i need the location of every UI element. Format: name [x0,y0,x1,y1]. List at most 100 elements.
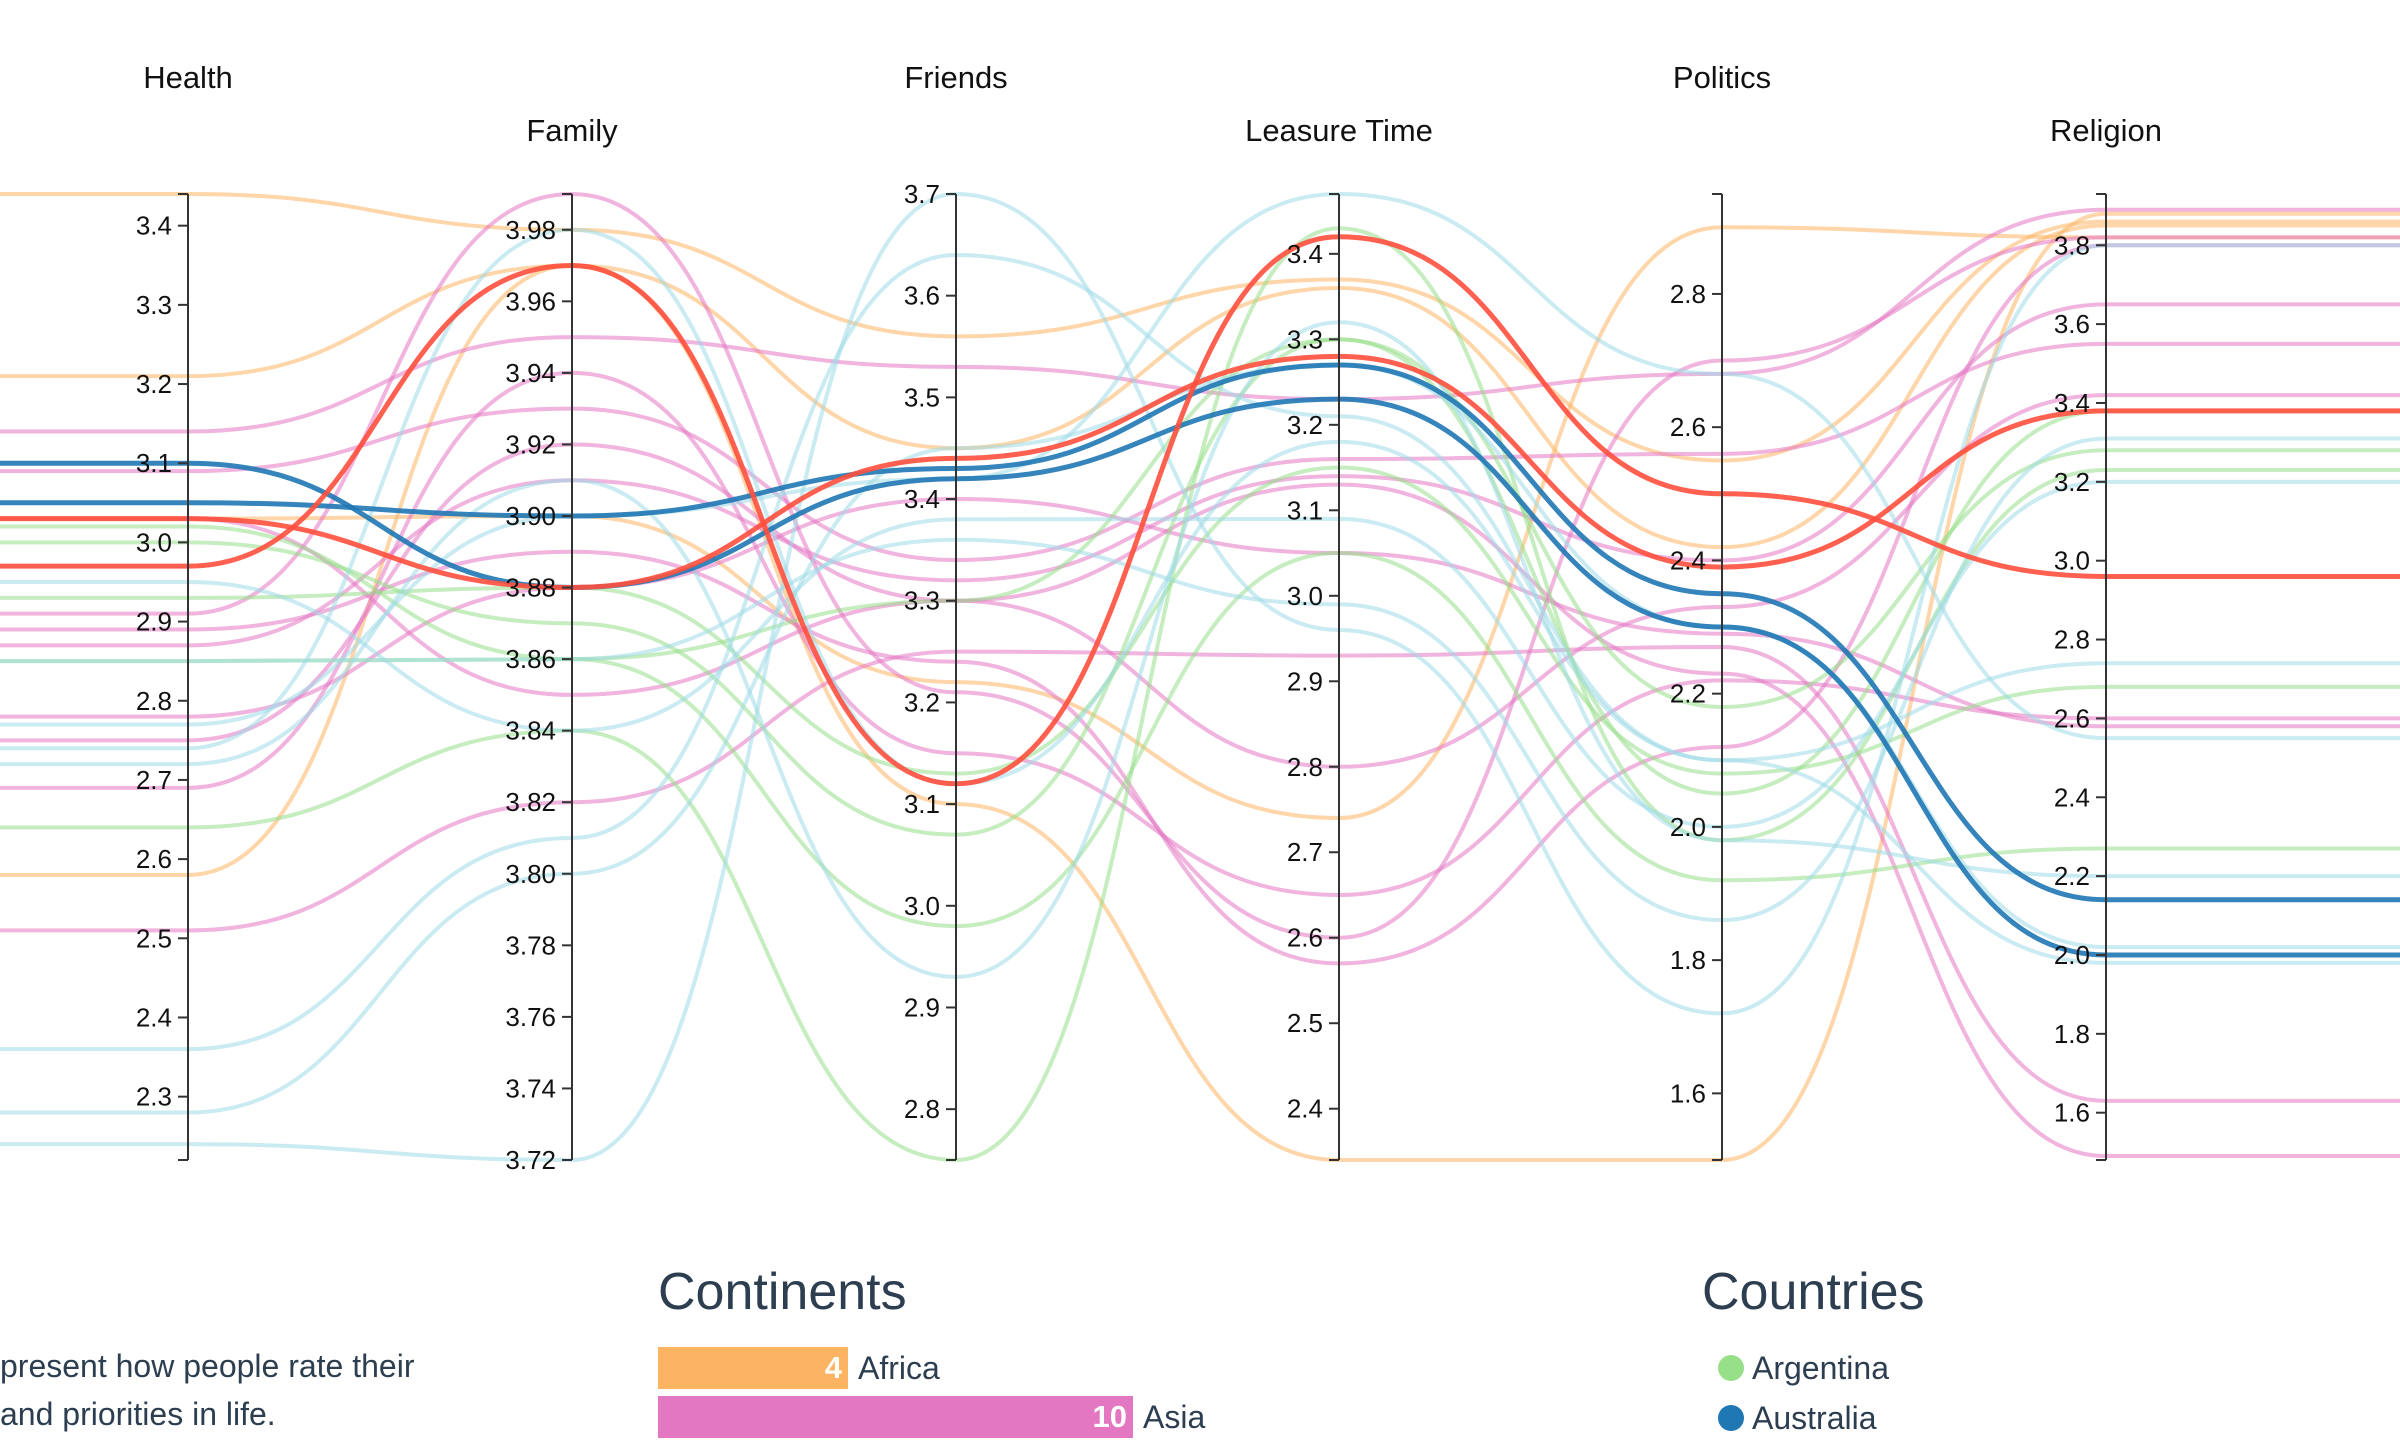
tick-label: 2.8 [1287,752,1323,782]
tick-label: 3.1 [1287,495,1323,525]
tick-label: 3.6 [904,281,940,311]
polyline-europe-20[interactable] [0,253,2400,1052]
country-label: Argentina [1752,1349,1889,1386]
polyline-europe-25[interactable] [0,362,2400,1115]
tick-label: 2.9 [1287,666,1323,696]
tick-label: 1.8 [2054,1019,2090,1049]
tick-label: 2.6 [136,844,172,874]
continent-label: Africa [858,1349,940,1386]
tick-label: 3.88 [505,573,556,603]
tick-label: 3.3 [904,586,940,616]
tick-label: 2.7 [1287,837,1323,867]
polyline-africa-1[interactable] [0,223,2400,550]
axis-religion[interactable]: 1.6 1.8 2.0 2.2 2.4 2.6 2.8 3.0 3.2 3.4 3.6 3.8 Reli… [2050,113,2162,1161]
continent-count: 4 [824,1350,842,1385]
tick-label: 3.72 [505,1145,556,1175]
countries-title: Countries [1702,1263,1925,1321]
polyline-argentina-17[interactable] [0,337,2400,709]
polyline-asia-4[interactable] [0,207,2400,434]
axis-title[interactable]: Friends [904,60,1007,95]
tick-label: 3.86 [505,644,556,674]
tick-label: 2.3 [136,1082,172,1112]
tick-label: 3.92 [505,429,556,459]
continent-row-asia[interactable]: 10 Asia [658,1396,1205,1438]
tick-label: 2.6 [1287,923,1323,953]
tick-label: 2.5 [136,923,172,953]
tick-label: 3.96 [505,286,556,316]
polyline-asia-11[interactable] [0,243,2400,966]
axis-title[interactable]: Health [143,60,233,95]
polyline-highlight-30[interactable] [0,353,2400,591]
tick-label: 3.0 [136,527,172,557]
polyline-europe-19[interactable] [0,191,2400,741]
polyline-asia-7[interactable] [0,393,2400,769]
axis-title[interactable]: Religion [2050,113,2162,148]
axis-friends[interactable]: 2.8 2.9 3.0 3.1 3.2 3.3 3.4 3.5 3.6 3.7 Friends [904,60,1008,1161]
tick-label: 3.2 [1287,410,1323,440]
tick-label: 3.94 [505,358,556,388]
polyline-asia-12[interactable] [0,482,2400,1159]
tick-label: 3.0 [904,891,940,921]
tick-label: 3.0 [2054,546,2090,576]
axis-title[interactable]: Leasure Time [1245,113,1433,148]
polyline-australia-27[interactable] [0,362,2400,903]
description-line-1: present how people rate their [0,1348,415,1384]
tick-label: 3.4 [136,211,172,241]
continents-title: Continents [658,1263,907,1321]
tick-label: 3.4 [2054,388,2090,418]
axis-leasure-time[interactable]: 2.4 2.5 2.6 2.7 2.8 2.9 3.0 3.1 3.2 3.3 3.4 Leasure… [1245,113,1433,1161]
tick-label: 2.0 [2054,940,2090,970]
tick-label: 3.98 [505,215,556,245]
parallel-coordinates-chart: 2.3 2.4 2.5 2.6 2.7 2.8 2.9 3.0 3.1 3.2 3.3 3.4 Heal… [0,60,2400,1175]
polyline-africa-3[interactable] [0,211,2400,1163]
axis-family[interactable]: 3.72 3.74 3.76 3.78 3.80 3.82 3.84 3.86 3.88 3.90… [505,113,618,1175]
description-line-2: and priorities in life. [0,1396,276,1432]
tick-label: 3.1 [136,448,172,478]
tick-label: 2.8 [2054,625,2090,655]
country-label: Australia [1752,1399,1877,1436]
tick-label: 3.90 [505,501,556,531]
tick-label: 3.2 [136,369,172,399]
tick-label: 3.82 [505,787,556,817]
axis-politics[interactable]: 1.6 1.8 2.0 2.2 2.4 2.6 2.8 Politics [1670,60,1771,1161]
tick-label: 2.8 [1670,279,1706,309]
tick-label: 3.76 [505,1002,556,1032]
continent-bar[interactable]: 4 [658,1347,848,1389]
tick-label: 2.9 [136,607,172,637]
polyline-asia-6[interactable] [0,191,2400,940]
tick-label: 3.4 [1287,239,1323,269]
tick-label: 2.2 [1670,679,1706,709]
polyline-argentina-18[interactable] [0,551,2400,929]
tick-label: 2.8 [136,686,172,716]
polyline-europe-26[interactable] [0,479,2400,829]
tick-label: 1.8 [1670,945,1706,975]
axis-title[interactable]: Politics [1673,60,1771,95]
country-item-australia[interactable]: Australia [1718,1396,1877,1440]
tick-label: 3.4 [904,484,940,514]
tick-label: 1.6 [1670,1078,1706,1108]
tick-label: 2.6 [1670,412,1706,442]
axis-health[interactable]: 2.3 2.4 2.5 2.6 2.7 2.8 2.9 3.0 3.1 3.2 3.3 3.4 Heal… [136,60,233,1161]
polyline-australia-28[interactable] [0,396,2400,958]
polyline-asia-9[interactable] [0,645,2400,1103]
polylines-layer [0,191,2400,1163]
polyline-europe-22[interactable] [0,320,2400,979]
tick-label: 2.6 [2054,703,2090,733]
tick-label: 2.9 [904,992,940,1022]
tick-label: 3.6 [2054,309,2090,339]
tick-label: 2.4 [1670,545,1706,575]
tick-label: 3.2 [2054,467,2090,497]
axis-title[interactable]: Family [526,113,618,148]
continent-row-africa[interactable]: 4 Africa [658,1347,940,1389]
tick-label: 3.3 [1287,324,1323,354]
tick-label: 3.80 [505,859,556,889]
polyline-asia-13[interactable] [0,302,2400,648]
tick-label: 3.3 [136,290,172,320]
continent-bar[interactable]: 10 [658,1396,1133,1438]
axes-layer: 2.3 2.4 2.5 2.6 2.7 2.8 2.9 3.0 3.1 3.2 3.3 3.4 Heal… [136,60,2162,1175]
tick-label: 2.5 [1287,1008,1323,1038]
polyline-europe-21[interactable] [0,191,2400,1163]
country-item-argentina[interactable]: Argentina [1718,1346,1889,1390]
tick-label: 3.7 [904,179,940,209]
continent-label: Asia [1143,1398,1206,1435]
